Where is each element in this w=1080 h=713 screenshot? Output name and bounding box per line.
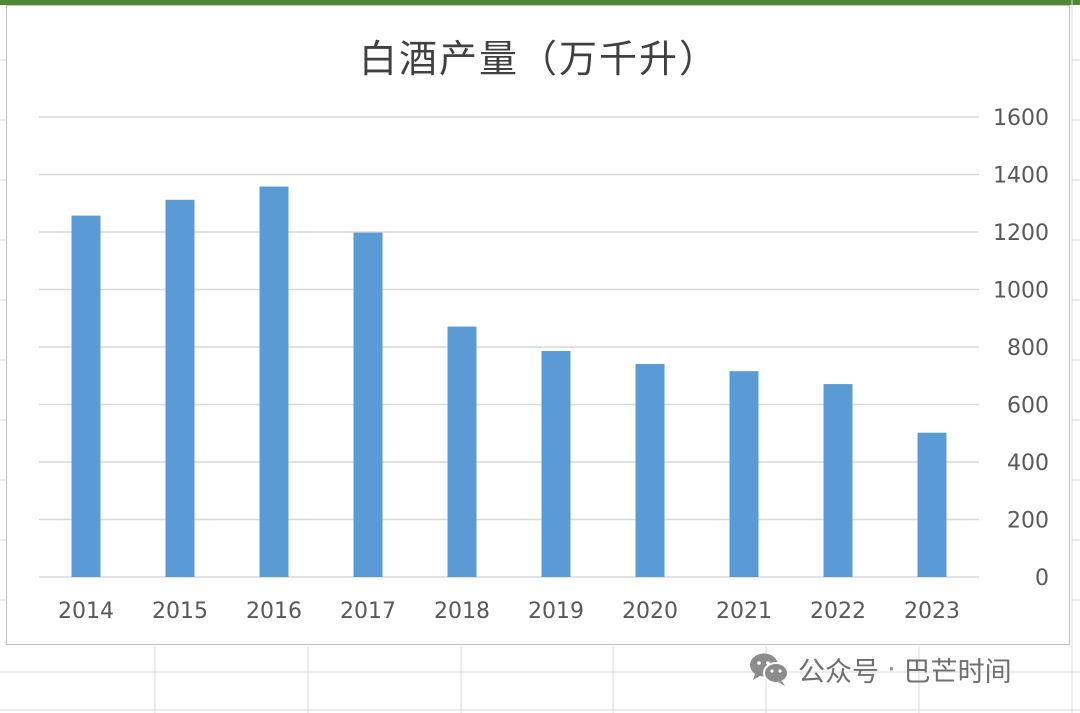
y-tick-label: 600: [1007, 394, 1049, 419]
y-tick-label: 200: [1007, 509, 1049, 534]
y-tick-label: 800: [1007, 336, 1049, 361]
bar-2014: [71, 215, 101, 578]
chart-area: 白酒产量（万千升） 0 200 400 600 800 1000 1200 1400 1600 …: [6, 5, 1070, 645]
bar-2019: [541, 351, 571, 577]
bars: [71, 186, 947, 578]
bar-2021: [729, 371, 759, 577]
x-tick-label: 2018: [434, 599, 490, 624]
y-axis-ticks: 0 200 400 600 800 1000 1200 1400 1600: [993, 106, 1049, 591]
bar-2017: [353, 232, 383, 577]
x-tick-label: 2015: [152, 599, 208, 624]
watermark-separator: ·: [887, 653, 896, 685]
chart-title: 白酒产量（万千升）: [358, 37, 719, 81]
x-tick-label: 2021: [716, 599, 772, 624]
y-tick-label: 1600: [993, 106, 1049, 131]
wechat-icon: [750, 653, 789, 686]
x-tick-label: 2020: [622, 599, 678, 624]
x-tick-label: 2017: [340, 599, 396, 624]
watermark-author: 巴芒时间: [903, 656, 1012, 688]
gridlines: [39, 116, 979, 578]
x-tick-label: 2014: [58, 599, 114, 624]
bar-2023: [917, 432, 947, 577]
x-tick-label: 2019: [528, 599, 584, 624]
y-tick-label: 1400: [993, 164, 1049, 189]
bar-2022: [823, 384, 853, 577]
bar-2018: [447, 326, 477, 577]
bar-2016: [259, 186, 289, 577]
y-tick-label: 1000: [993, 279, 1049, 304]
watermark: 公众号 · 巴芒时间: [748, 647, 1012, 691]
x-tick-label: 2016: [246, 599, 302, 624]
watermark-source: 公众号: [798, 656, 879, 688]
top-accent-band: [0, 0, 1080, 5]
y-tick-label: 400: [1007, 451, 1049, 476]
x-axis-ticks: 2014 2015 2016 2017 2018 2019 2020 2021 2022 2023: [58, 599, 960, 624]
x-tick-label: 2022: [810, 599, 866, 624]
x-tick-label: 2023: [904, 599, 960, 624]
y-tick-label: 1200: [993, 221, 1049, 246]
bar-2020: [635, 363, 665, 577]
bar-2015: [165, 199, 195, 578]
y-tick-label: 0: [1035, 566, 1049, 591]
